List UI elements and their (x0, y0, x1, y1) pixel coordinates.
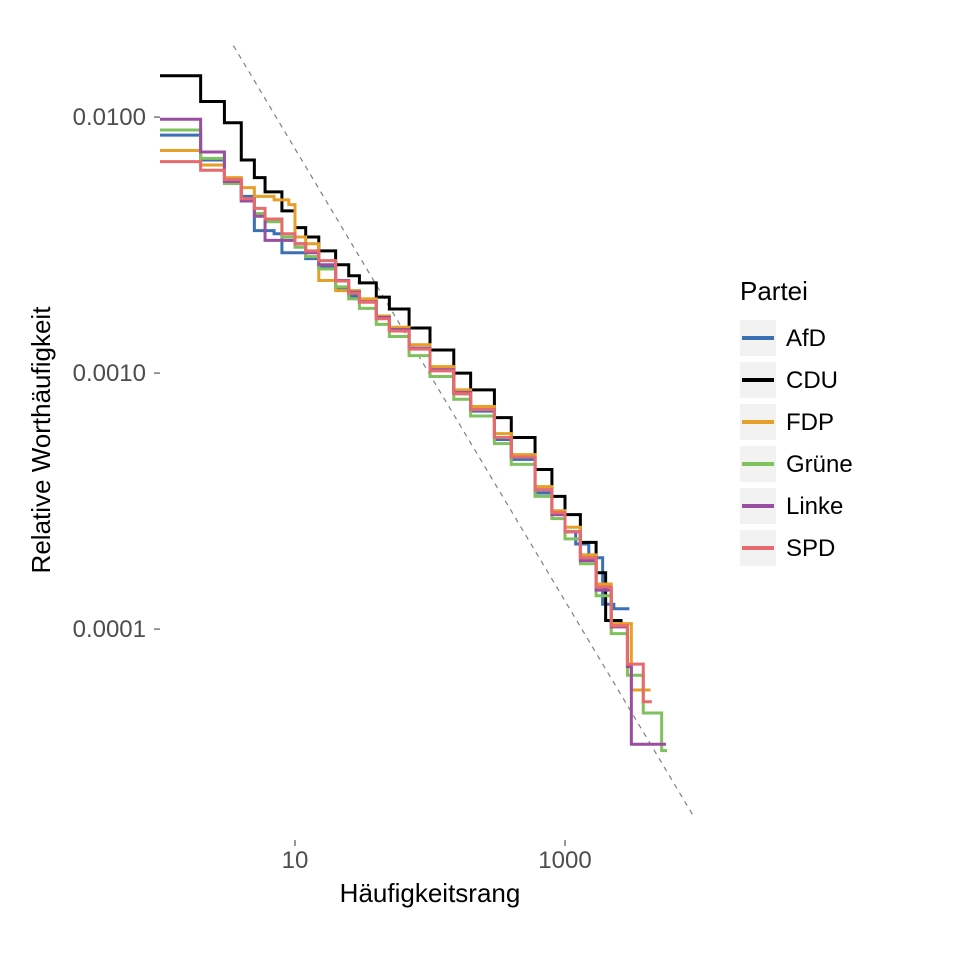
legend-label: AfD (786, 325, 826, 352)
y-tick-label: 0.0100 (73, 104, 146, 131)
x-axis-label: Häufigkeitsrang (340, 878, 521, 908)
y-tick-label: 0.0001 (73, 616, 146, 643)
x-tick-label: 10 (282, 847, 309, 874)
legend-label: CDU (786, 367, 838, 394)
legend-label: FDP (786, 409, 834, 436)
y-tick-label: 0.0010 (73, 360, 146, 387)
chart-bg (0, 0, 960, 960)
legend-label: Grüne (786, 451, 853, 478)
legend-label: Linke (786, 493, 843, 520)
chart-container: 10 1000 0.0001 0.0010 0.0100 Häufigkeitsrang R… (0, 0, 960, 960)
y-axis-label: Relative Worthäufigkeit (26, 306, 56, 574)
legend-title: Partei (740, 276, 808, 306)
x-tick-label: 1000 (538, 847, 591, 874)
zipf-chart: 10 1000 0.0001 0.0010 0.0100 Häufigkeitsrang R… (0, 0, 960, 960)
legend-label: SPD (786, 535, 835, 562)
